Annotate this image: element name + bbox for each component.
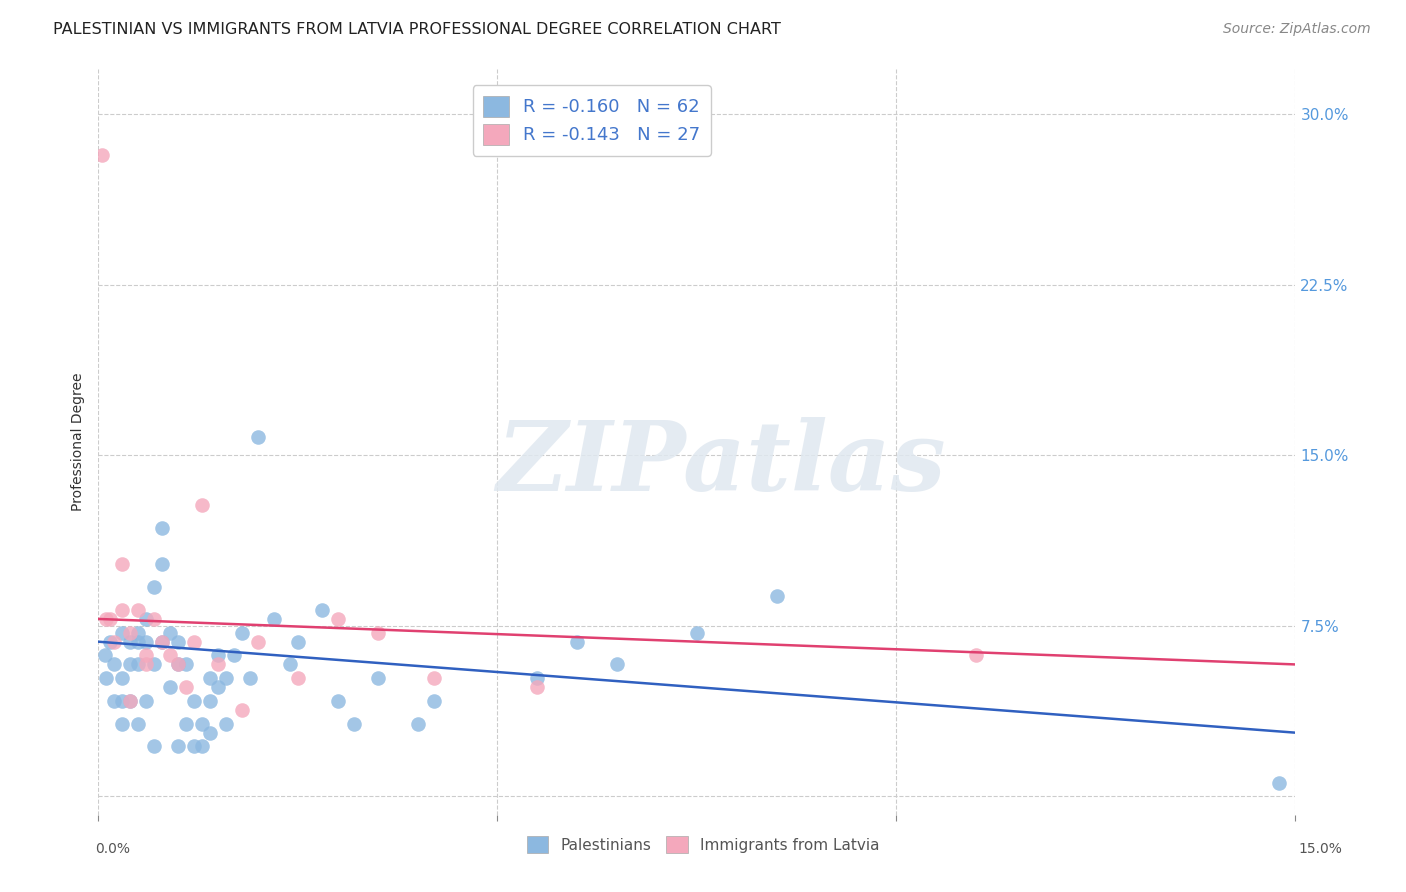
Point (143, 580, 166, 594)
Point (167, 657, 190, 672)
Point (167, 657, 190, 672)
Point (207, 680, 229, 694)
Point (100, 634, 122, 648)
Point (191, 498, 214, 512)
Point (127, 634, 149, 648)
Point (686, 625, 709, 640)
Text: 15.0%: 15.0% (1299, 842, 1343, 856)
Legend: R = -0.160   N = 62, R = -0.143   N = 27: R = -0.160 N = 62, R = -0.143 N = 27 (472, 85, 711, 155)
Point (127, 603, 149, 617)
Point (159, 648, 181, 663)
Point (247, 634, 270, 648)
Point (143, 657, 166, 672)
Point (91, 148, 114, 162)
Point (120, 694, 142, 708)
Point (120, 625, 142, 640)
Point (183, 634, 205, 648)
Text: ZIPatlas: ZIPatlas (496, 417, 946, 511)
Point (765, 589, 787, 603)
Point (111, 625, 134, 640)
Point (135, 648, 157, 663)
Point (215, 716, 238, 731)
Point (231, 703, 253, 717)
Point (326, 694, 349, 708)
Point (422, 671, 444, 685)
Point (127, 657, 149, 672)
Point (159, 625, 181, 640)
Point (135, 657, 157, 672)
Point (167, 739, 190, 754)
Point (120, 657, 142, 672)
Point (103, 657, 125, 672)
Point (207, 648, 229, 663)
Point (167, 634, 190, 648)
Point (150, 558, 173, 572)
Text: PALESTINIAN VS IMMIGRANTS FROM LATVIA PROFESSIONAL DEGREE CORRELATION CHART: PALESTINIAN VS IMMIGRANTS FROM LATVIA PR… (53, 22, 782, 37)
Point (96, 671, 118, 685)
Point (96, 612, 118, 626)
Point (422, 694, 444, 708)
Point (207, 657, 229, 672)
Point (526, 680, 548, 694)
Point (343, 716, 366, 731)
Point (567, 634, 589, 648)
Point (311, 603, 333, 617)
Point (143, 739, 166, 754)
Point (222, 648, 245, 663)
Point (174, 680, 197, 694)
Point (100, 612, 122, 626)
Point (247, 430, 270, 444)
Point (191, 739, 214, 754)
Point (120, 694, 142, 708)
Point (111, 603, 134, 617)
Point (111, 558, 134, 572)
Point (606, 657, 628, 672)
Point (198, 671, 221, 685)
Point (965, 648, 987, 663)
Legend: Palestinians, Immigrants from Latvia: Palestinians, Immigrants from Latvia (520, 830, 886, 859)
Point (367, 671, 389, 685)
Point (406, 716, 429, 731)
Point (198, 725, 221, 739)
Point (120, 634, 142, 648)
Point (183, 694, 205, 708)
Point (150, 634, 173, 648)
Text: 0.0%: 0.0% (96, 842, 131, 856)
Point (174, 657, 197, 672)
Point (94, 648, 117, 663)
Point (1268, 775, 1291, 789)
Y-axis label: Professional Degree: Professional Degree (72, 372, 86, 511)
Point (150, 521, 173, 535)
Point (263, 612, 285, 626)
Point (159, 680, 181, 694)
Point (127, 625, 149, 640)
Point (103, 694, 125, 708)
Point (191, 716, 214, 731)
Point (111, 716, 134, 731)
Point (215, 671, 238, 685)
Point (111, 671, 134, 685)
Point (135, 612, 157, 626)
Point (143, 612, 166, 626)
Point (367, 625, 389, 640)
Point (526, 671, 548, 685)
Point (103, 634, 125, 648)
Point (326, 612, 349, 626)
Point (239, 671, 262, 685)
Text: Source: ZipAtlas.com: Source: ZipAtlas.com (1223, 22, 1371, 37)
Point (287, 671, 309, 685)
Point (135, 634, 157, 648)
Point (111, 694, 134, 708)
Point (198, 694, 221, 708)
Point (287, 634, 309, 648)
Point (135, 694, 157, 708)
Point (231, 625, 253, 640)
Point (127, 716, 149, 731)
Point (174, 716, 197, 731)
Point (150, 634, 173, 648)
Point (183, 739, 205, 754)
Point (278, 657, 301, 672)
